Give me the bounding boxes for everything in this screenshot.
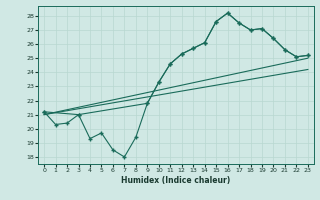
X-axis label: Humidex (Indice chaleur): Humidex (Indice chaleur)	[121, 176, 231, 185]
